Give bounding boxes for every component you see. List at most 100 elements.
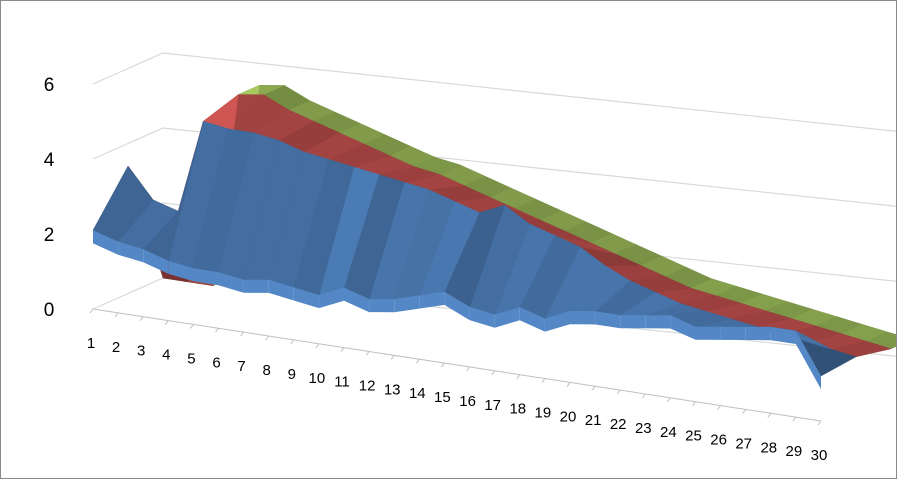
x-tick-mark xyxy=(440,362,445,368)
x-tick-mark xyxy=(114,312,119,318)
x-tick-mark xyxy=(290,339,295,345)
x-tick-mark xyxy=(667,397,671,403)
x-tick-mark xyxy=(139,316,144,322)
y-tick-label: 0 xyxy=(44,300,55,321)
x-tick-mark xyxy=(265,335,270,341)
x-tick-mark xyxy=(516,374,521,380)
x-tick-label: 18 xyxy=(509,401,526,418)
x-tick-mark xyxy=(340,347,345,352)
surface-front-edge-c20 xyxy=(570,311,596,325)
x-tick-label: 24 xyxy=(660,424,677,441)
x-tick-label: 12 xyxy=(359,378,376,395)
surface-plot-area xyxy=(92,84,896,390)
surface-front-edge-c23 xyxy=(645,315,671,329)
x-tick-mark xyxy=(742,409,747,414)
x-tick-mark xyxy=(189,324,194,329)
x-tick-mark xyxy=(641,393,646,399)
x-tick-label: 25 xyxy=(685,428,702,445)
x-tick-label: 22 xyxy=(610,416,627,433)
surface-front-edge-c21 xyxy=(595,311,621,329)
surface-front-edge-c9 xyxy=(293,287,319,309)
x-tick-label: 21 xyxy=(585,412,602,429)
x-tick-mark xyxy=(541,378,546,383)
surface-front-edge-c19 xyxy=(544,311,570,332)
surface-front-edge-c17 xyxy=(494,307,520,328)
x-tick-mark xyxy=(692,401,696,407)
x-tick-label: 8 xyxy=(263,362,271,379)
surface-front-edge-c27 xyxy=(745,326,771,341)
x-tick-label: 1 xyxy=(87,335,95,352)
x-tick-label: 2 xyxy=(112,339,120,356)
surface-front-edge-c13 xyxy=(394,295,420,313)
x-tick-mark xyxy=(616,389,621,395)
surface-front-edge-c10 xyxy=(318,287,344,309)
x-tick-mark xyxy=(315,343,320,349)
x-tick-mark xyxy=(365,351,370,356)
surface-front-edge-c24 xyxy=(670,315,696,340)
x-tick-label: 7 xyxy=(237,358,245,375)
x-tick-label: 14 xyxy=(409,385,426,402)
x-tick-mark xyxy=(591,385,596,391)
x-tick-mark xyxy=(164,320,169,325)
x-tick-mark xyxy=(215,327,219,333)
surface-front-edge-c28 xyxy=(770,327,796,344)
surface-front-edge-c5 xyxy=(193,268,219,286)
x-tick-label: 26 xyxy=(710,432,727,449)
x-tick-label: 6 xyxy=(212,354,220,371)
y-tick-label: 6 xyxy=(44,75,55,96)
surface-front-edge-c11 xyxy=(344,287,370,313)
surface-front-edge-c15 xyxy=(444,291,470,321)
x-tick-mark xyxy=(466,366,471,372)
surface-front-edge-c12 xyxy=(369,299,395,313)
x-tick-mark xyxy=(415,358,420,364)
x-tick-label: 11 xyxy=(334,374,350,391)
gridline-4 xyxy=(92,127,896,207)
x-tick-label: 15 xyxy=(434,389,451,406)
x-tick-label: 19 xyxy=(535,405,552,422)
x-tick-label: 9 xyxy=(288,366,296,383)
x-tick-label: 20 xyxy=(560,408,577,425)
surface-front-edge-c26 xyxy=(720,326,746,340)
x-tick-mark xyxy=(390,354,395,360)
surface-front-edge-c6 xyxy=(218,272,244,293)
x-tick-mark xyxy=(240,331,245,337)
x-tick-label: 30 xyxy=(811,447,828,464)
y-tick-label: 2 xyxy=(44,225,55,246)
surface-front-edge-c4 xyxy=(168,260,194,282)
x-tick-label: 27 xyxy=(735,435,752,452)
y-tick-label: 4 xyxy=(44,150,55,171)
x-tick-mark xyxy=(566,382,571,387)
surface-front-edge-c14 xyxy=(419,291,445,309)
x-tick-label: 5 xyxy=(187,350,195,367)
x-tick-label: 29 xyxy=(786,443,803,460)
x-tick-mark xyxy=(767,412,772,418)
surface-front-edge-c29 xyxy=(795,330,821,390)
x-tick-mark xyxy=(491,370,496,376)
x-tick-label: 28 xyxy=(760,439,777,456)
x-tick-label: 17 xyxy=(484,397,501,414)
x-tick-label: 13 xyxy=(384,381,401,398)
surface-front-edge-c16 xyxy=(469,306,495,328)
surface-front-edge-c25 xyxy=(695,326,721,340)
x-tick-label: 10 xyxy=(309,370,326,387)
surface-front-edge-c8 xyxy=(268,279,294,301)
x-tick-label: 3 xyxy=(137,343,145,360)
surface-front-edge-c22 xyxy=(620,315,646,329)
x-tick-mark xyxy=(717,405,721,410)
surface-front-edge-c7 xyxy=(243,279,269,293)
surface-front-edge-c2 xyxy=(118,241,144,263)
surface-front-edge-c3 xyxy=(143,249,169,274)
x-tick-mark xyxy=(792,416,797,422)
x-tick-mark xyxy=(817,420,822,426)
x-tick-label: 23 xyxy=(635,420,652,437)
x-tick-label: 16 xyxy=(459,393,476,410)
surface-front-edge-c18 xyxy=(519,307,545,332)
category-axis xyxy=(92,308,822,422)
x-tick-mark xyxy=(89,308,94,314)
x-tick-label: 4 xyxy=(162,347,170,364)
surface-front-edge-c1 xyxy=(93,230,119,255)
gridline-6 xyxy=(92,52,896,132)
